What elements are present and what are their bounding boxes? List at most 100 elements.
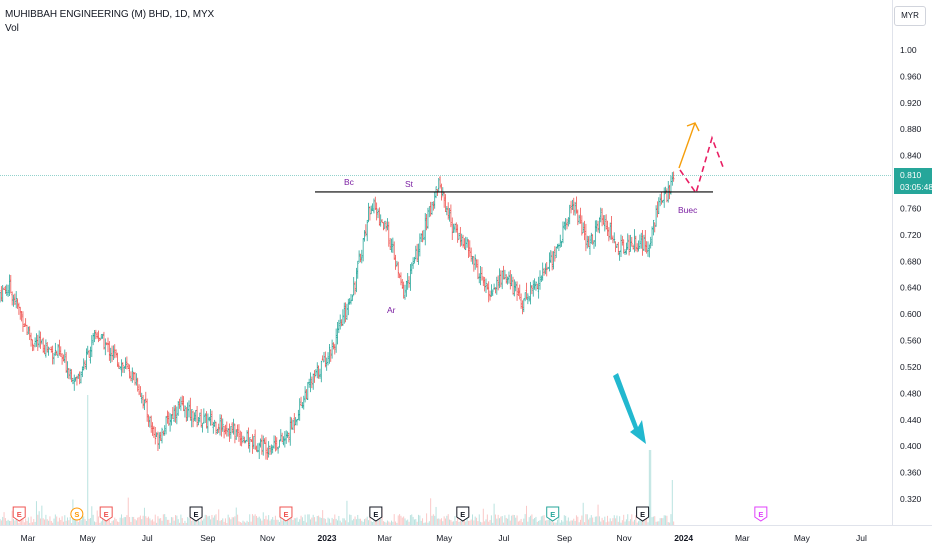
volume-bar xyxy=(573,518,575,525)
price-tick-label: 0.840 xyxy=(900,151,922,161)
ohlc-bar xyxy=(625,242,628,255)
projection-arrow-up xyxy=(678,122,700,169)
ohlc-bar xyxy=(636,243,639,253)
earnings-marker[interactable]: E xyxy=(546,506,560,522)
volume-bar xyxy=(494,514,496,525)
volume-bar xyxy=(512,514,514,525)
volume-bar xyxy=(374,517,376,525)
ohlc-bar xyxy=(47,346,50,356)
ohlc-bar xyxy=(293,413,296,434)
ohlc-bar xyxy=(354,281,356,295)
earnings-marker[interactable]: E xyxy=(99,506,113,522)
ohlc-bar xyxy=(331,339,333,359)
volume-bar xyxy=(453,521,455,525)
volume-bar xyxy=(103,518,105,525)
ohlc-bar xyxy=(28,326,31,341)
volume-bar xyxy=(246,520,248,525)
ohlc-bar xyxy=(76,375,78,386)
ohlc-bar xyxy=(336,322,339,345)
ohlc-bar xyxy=(525,282,528,300)
volume-bar xyxy=(145,516,147,525)
ohlc-bar xyxy=(516,281,518,301)
volume-indicator-label[interactable]: Vol xyxy=(5,23,19,34)
volume-bar xyxy=(416,521,418,525)
volume-bar xyxy=(430,498,432,525)
volume-bar xyxy=(245,522,247,525)
volume-bar xyxy=(354,516,356,525)
volume-bar xyxy=(141,519,143,525)
volume-bar xyxy=(584,522,586,525)
ohlc-bar xyxy=(559,234,562,248)
ohlc-bar xyxy=(595,220,598,232)
ohlc-bar xyxy=(499,270,502,288)
ohlc-bar xyxy=(103,331,105,350)
volume-bar xyxy=(328,518,330,525)
volume-bar xyxy=(219,520,221,525)
volume-bar xyxy=(646,517,648,525)
ohlc-bar xyxy=(652,219,655,236)
ohlc-bar xyxy=(386,218,389,231)
ohlc-bar xyxy=(332,342,335,350)
earnings-marker[interactable]: E xyxy=(456,506,470,522)
volume-bar xyxy=(484,521,486,525)
volume-bar xyxy=(409,515,411,525)
ohlc-bar xyxy=(135,373,138,386)
ohlc-bar xyxy=(7,284,9,297)
ohlc-bar xyxy=(634,235,637,252)
ohlc-bar xyxy=(421,230,424,243)
volume-bar xyxy=(53,518,55,525)
ohlc-bar xyxy=(92,332,95,346)
ohlc-bar xyxy=(481,267,483,281)
ohlc-bar xyxy=(310,376,313,389)
ohlc-bar xyxy=(201,422,204,433)
volume-bar xyxy=(187,516,189,525)
ohlc-bar xyxy=(522,298,525,313)
volume-bar xyxy=(435,506,437,525)
volume-bar xyxy=(216,520,218,525)
ohlc-bar xyxy=(123,366,126,373)
earnings-marker[interactable]: E xyxy=(189,506,203,522)
ohlc-bar xyxy=(93,330,96,343)
svg-text:E: E xyxy=(104,510,109,519)
ohlc-bar xyxy=(43,344,46,355)
ohlc-bar xyxy=(335,328,338,353)
currency-badge[interactable]: MYR xyxy=(894,6,926,26)
ohlc-bar xyxy=(74,376,77,382)
volume-bar xyxy=(405,520,407,525)
dividend-marker[interactable]: S xyxy=(70,507,84,521)
ohlc-bar xyxy=(151,422,154,436)
ohlc-bar xyxy=(537,276,540,299)
volume-bar xyxy=(77,521,79,525)
ohlc-bar xyxy=(26,324,28,336)
volume-bar xyxy=(173,520,175,525)
volume-bar xyxy=(239,522,241,525)
ohlc-bar xyxy=(401,279,404,289)
earnings-marker[interactable]: E xyxy=(754,506,768,522)
earnings-marker[interactable]: E xyxy=(279,506,293,522)
ohlc-bar xyxy=(359,253,362,263)
ohlc-bar xyxy=(54,342,57,356)
volume-bar xyxy=(152,519,154,525)
volume-bar xyxy=(538,520,540,525)
volume-bar xyxy=(175,515,176,525)
volume-bar xyxy=(386,520,388,525)
earnings-marker[interactable]: E xyxy=(636,506,650,522)
ohlc-bar xyxy=(290,417,293,430)
ohlc-bar xyxy=(437,178,440,193)
ohlc-bar xyxy=(320,360,323,383)
ohlc-bar xyxy=(626,233,629,250)
volume-bar xyxy=(519,520,521,525)
ohlc-bar xyxy=(15,291,18,309)
volume-bar xyxy=(139,515,141,525)
ohlc-bar xyxy=(362,238,365,262)
ohlc-bar xyxy=(568,204,571,225)
volume-bar xyxy=(158,518,160,525)
volume-bar xyxy=(181,518,183,525)
volume-bar xyxy=(211,514,213,525)
earnings-marker[interactable]: E xyxy=(12,506,26,522)
earnings-marker[interactable]: E xyxy=(369,506,383,522)
ohlc-bar xyxy=(184,405,186,418)
volume-bar xyxy=(76,517,78,525)
ohlc-bar xyxy=(471,256,474,265)
